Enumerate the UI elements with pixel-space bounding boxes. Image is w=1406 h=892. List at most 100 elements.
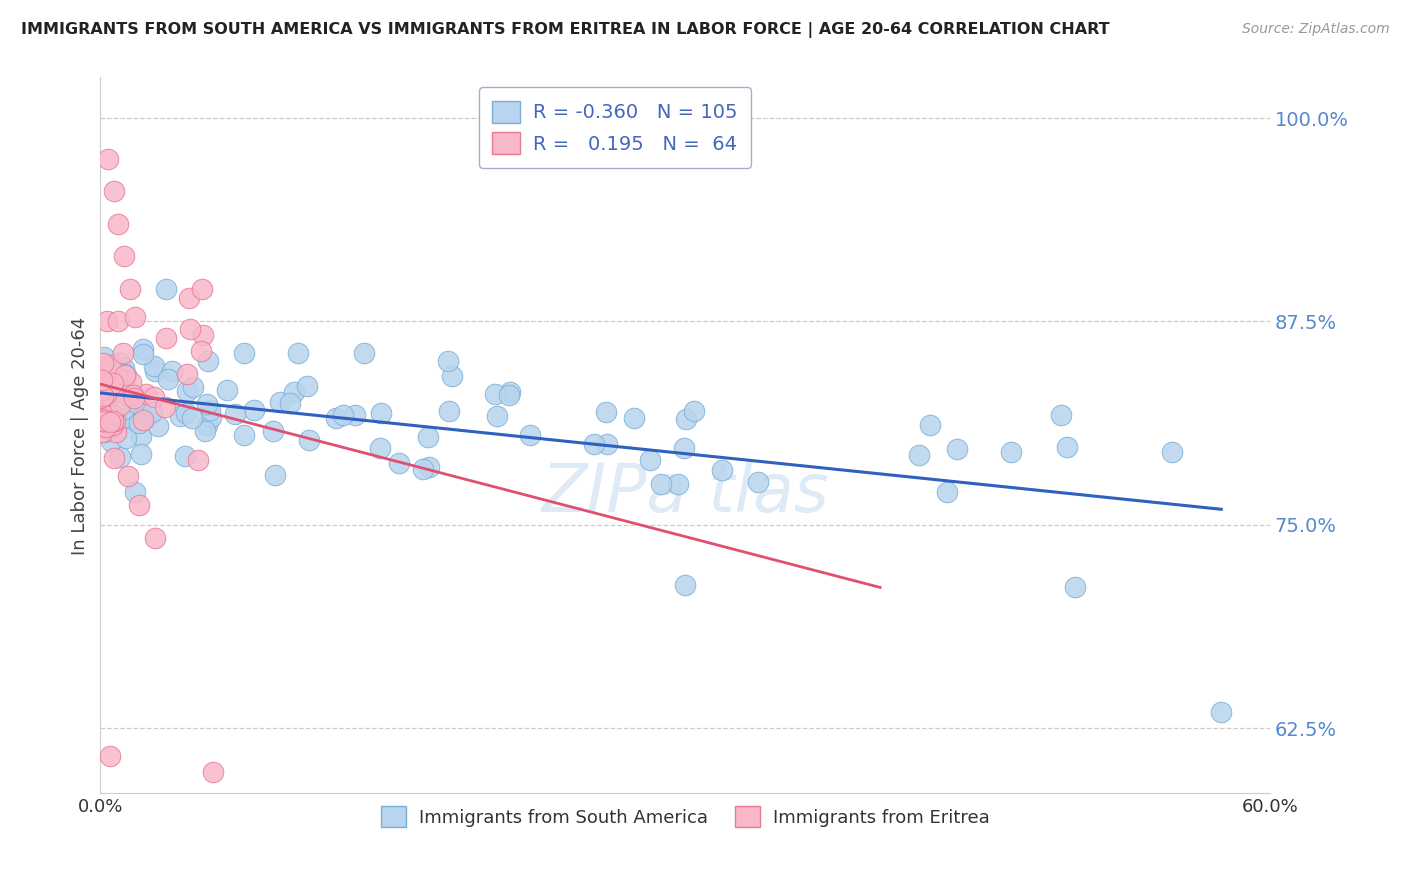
Point: [198, 403, 221, 417]
Point: [582, 437, 605, 451]
Point: [673, 441, 696, 455]
Point: [174, 406, 197, 420]
Point: [96, 402, 118, 417]
Point: [114, 368, 136, 382]
Point: [287, 346, 309, 360]
Point: [124, 391, 146, 405]
Point: [94, 387, 117, 401]
Point: [519, 428, 541, 442]
Point: [91, 388, 114, 402]
Text: ZIPa tlas: ZIPa tlas: [541, 459, 830, 525]
Point: [91, 414, 114, 428]
Point: [124, 310, 146, 324]
Point: [180, 411, 202, 425]
Point: [91, 383, 114, 397]
Point: [112, 401, 135, 416]
Point: [112, 368, 135, 382]
Point: [91, 373, 114, 387]
Point: [132, 347, 155, 361]
Point: [115, 368, 138, 383]
Point: [117, 399, 139, 413]
Point: [908, 448, 931, 462]
Point: [217, 384, 239, 398]
Point: [224, 407, 246, 421]
Point: [682, 404, 704, 418]
Point: [129, 447, 152, 461]
Point: [325, 410, 347, 425]
Point: [91, 411, 114, 425]
Point: [107, 384, 129, 398]
Point: [437, 354, 460, 368]
Point: [128, 417, 150, 431]
Point: [112, 361, 135, 376]
Point: [103, 414, 125, 428]
Point: [91, 411, 114, 425]
Point: [1000, 445, 1022, 459]
Point: [112, 249, 135, 263]
Point: [1064, 580, 1087, 594]
Point: [747, 475, 769, 489]
Point: [179, 322, 201, 336]
Point: [1056, 441, 1078, 455]
Point: [918, 418, 941, 433]
Point: [91, 372, 114, 386]
Point: [195, 418, 218, 433]
Point: [264, 468, 287, 483]
Point: [97, 409, 120, 423]
Point: [232, 345, 254, 359]
Point: [143, 364, 166, 378]
Point: [368, 441, 391, 455]
Point: [673, 578, 696, 592]
Point: [278, 396, 301, 410]
Point: [124, 485, 146, 500]
Point: [412, 462, 434, 476]
Point: [121, 375, 143, 389]
Point: [100, 358, 122, 372]
Point: [103, 450, 125, 465]
Text: IMMIGRANTS FROM SOUTH AMERICA VS IMMIGRANTS FROM ERITREA IN LABOR FORCE | AGE 20: IMMIGRANTS FROM SOUTH AMERICA VS IMMIGRA…: [21, 22, 1109, 38]
Point: [132, 343, 155, 357]
Point: [176, 384, 198, 398]
Point: [122, 388, 145, 402]
Point: [107, 314, 129, 328]
Point: [945, 442, 967, 457]
Point: [298, 433, 321, 447]
Point: [101, 417, 124, 432]
Point: [142, 359, 165, 373]
Point: [187, 452, 209, 467]
Point: [93, 366, 115, 380]
Point: [177, 291, 200, 305]
Point: [105, 425, 128, 439]
Point: [155, 331, 177, 345]
Point: [141, 405, 163, 419]
Point: [91, 356, 114, 370]
Point: [155, 282, 177, 296]
Point: [155, 400, 177, 414]
Point: [128, 499, 150, 513]
Point: [91, 425, 114, 439]
Point: [269, 395, 291, 409]
Point: [387, 456, 409, 470]
Point: [104, 405, 127, 419]
Point: [650, 477, 672, 491]
Point: [103, 414, 125, 428]
Point: [418, 460, 440, 475]
Point: [115, 431, 138, 445]
Point: [127, 395, 149, 409]
Point: [370, 406, 392, 420]
Point: [98, 416, 121, 430]
Point: [97, 378, 120, 392]
Point: [295, 378, 318, 392]
Point: [190, 344, 212, 359]
Point: [96, 314, 118, 328]
Point: [710, 463, 733, 477]
Point: [94, 369, 117, 384]
Point: [675, 412, 697, 426]
Point: [101, 376, 124, 390]
Point: [143, 390, 166, 404]
Point: [101, 382, 124, 396]
Point: [94, 384, 117, 398]
Point: [105, 370, 128, 384]
Point: [1161, 444, 1184, 458]
Point: [202, 765, 225, 780]
